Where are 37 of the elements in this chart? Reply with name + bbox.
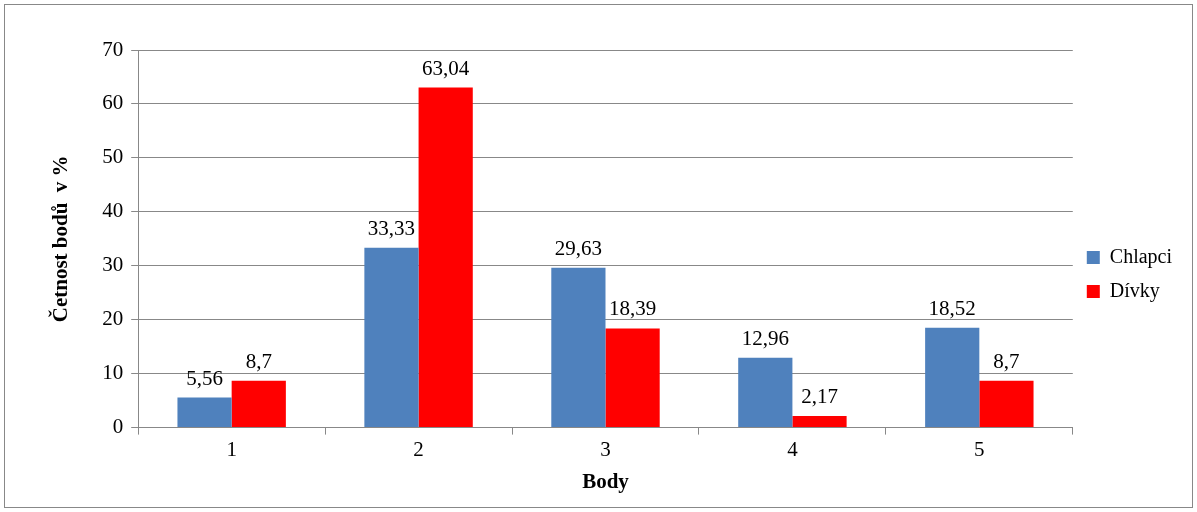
bar — [792, 415, 847, 428]
bar — [605, 328, 660, 428]
data-label: 29,63 — [554, 235, 603, 260]
x-tick-label: 2 — [413, 436, 424, 461]
data-label: 18,39 — [608, 296, 657, 321]
y-tick-label: 20 — [102, 306, 124, 331]
data-label: 5,56 — [186, 365, 223, 390]
y-tick-label: 30 — [102, 252, 124, 277]
bar — [551, 267, 606, 428]
data-label: 18,52 — [928, 295, 976, 320]
bar — [738, 357, 793, 428]
y-tick-label: 0 — [112, 414, 124, 439]
legend-label: Dívky — [1109, 278, 1160, 302]
bar — [231, 380, 286, 428]
y-axis-title: Četnost bodů v % — [48, 155, 73, 323]
data-label: 33,33 — [367, 215, 416, 240]
bar — [925, 327, 980, 428]
x-tick-label: 5 — [974, 436, 985, 461]
y-tick-label: 60 — [102, 90, 124, 115]
y-tick-label: 10 — [102, 360, 124, 385]
data-label: 12,96 — [741, 325, 789, 350]
data-label: 2,17 — [801, 383, 838, 408]
bar — [979, 380, 1034, 428]
y-tick-label: 70 — [102, 36, 124, 61]
y-tick-label: 50 — [102, 144, 124, 169]
data-label: 8,7 — [993, 348, 1020, 373]
data-label: 63,04 — [422, 55, 470, 80]
x-axis-title: Body — [582, 468, 630, 493]
x-tick-label: 3 — [600, 436, 611, 461]
x-tick-label: 4 — [787, 436, 799, 461]
legend-label: Chlapci — [1109, 244, 1173, 268]
bar — [364, 247, 419, 428]
data-label: 8,7 — [245, 348, 272, 373]
x-tick-label: 1 — [226, 436, 237, 461]
bar — [418, 87, 473, 428]
bar — [177, 397, 232, 428]
y-tick-label: 40 — [102, 198, 124, 223]
